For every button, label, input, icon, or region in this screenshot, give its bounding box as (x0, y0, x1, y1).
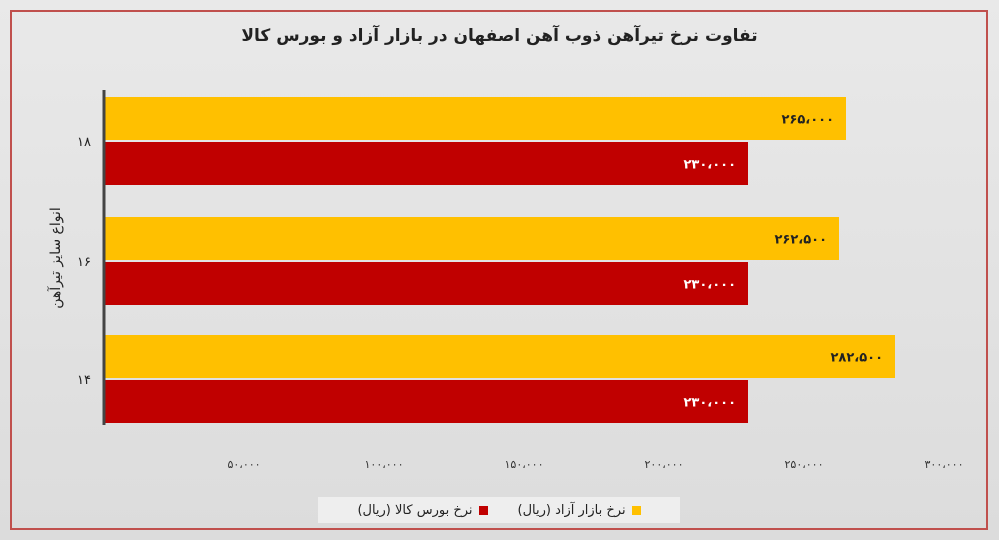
legend-item-commodity-exchange: نرخ بورس کالا (ریال) (357, 502, 488, 518)
bar (104, 97, 846, 140)
data-label: ۲۶۵،۰۰۰ (781, 113, 834, 128)
category-label: ۱۸ (77, 135, 91, 150)
legend-swatch (478, 505, 488, 515)
legend-swatch (631, 505, 641, 515)
x-tick-label: ۱۵۰،۰۰۰ (505, 458, 544, 471)
data-label: ۲۳۰،۰۰۰ (683, 396, 736, 411)
bar (104, 217, 839, 260)
x-tick-label: ۲۵۰،۰۰۰ (785, 458, 824, 471)
category-label: ۱۴ (77, 373, 91, 388)
x-tick-label: ۳۰۰،۰۰۰ (925, 458, 964, 471)
bar (104, 142, 748, 185)
data-label: ۲۸۲،۵۰۰ (830, 351, 883, 366)
data-label: ۲۳۰،۰۰۰ (683, 278, 736, 293)
x-tick-label: ۵۰،۰۰۰ (227, 458, 260, 471)
bar (104, 262, 748, 305)
data-label: ۲۶۲،۵۰۰ (774, 233, 827, 248)
x-tick-label: ۲۰۰،۰۰۰ (645, 458, 684, 471)
legend-label: نرخ بازار آزاد (ریال) (517, 502, 626, 518)
bar (104, 335, 895, 378)
data-label: ۲۳۰،۰۰۰ (683, 158, 736, 173)
chart-title: تفاوت نرخ تیرآهن ذوب آهن اصفهان در بازار… (241, 26, 758, 46)
legend: نرخ بازار آزاد (ریال) نرخ بورس کالا (ریا… (318, 497, 680, 523)
chart-frame (10, 10, 988, 530)
category-label: ۱۶ (77, 255, 91, 270)
legend-item-free-market: نرخ بازار آزاد (ریال) (518, 503, 641, 518)
bar (104, 380, 748, 423)
legend-label: نرخ بورس کالا (ریال) (357, 502, 473, 518)
x-tick-label: ۱۰۰،۰۰۰ (365, 458, 404, 471)
